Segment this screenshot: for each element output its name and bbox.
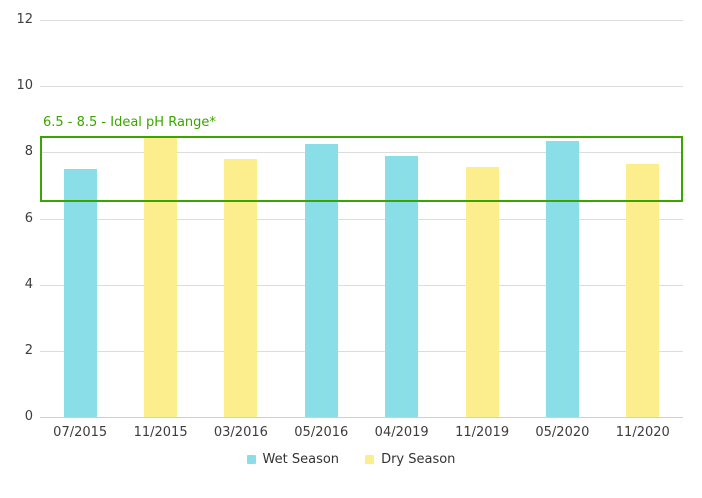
gridline: [40, 284, 683, 286]
x-axis-category-label: 11/2015: [133, 425, 188, 440]
ideal-ph-range-label: 6.5 - 8.5 - Ideal pH Range*: [43, 114, 216, 130]
y-axis-tick-label: 10: [16, 78, 33, 94]
x-axis-category-label: 04/2019: [374, 425, 429, 440]
x-axis-category-label: 11/2019: [455, 425, 510, 440]
bar-07-2015: [63, 168, 97, 417]
legend-label-wet-season: Wet Season: [262, 452, 340, 467]
gridline: [40, 152, 683, 154]
legend-item-dry-season[interactable]: Dry Season: [365, 452, 455, 467]
ideal-ph-range-band: [40, 135, 683, 202]
gridline: [40, 350, 683, 352]
legend-item-wet-season[interactable]: Wet Season: [246, 452, 340, 467]
bar-05-2020: [545, 140, 579, 417]
gridline: [40, 86, 683, 88]
dry-season-swatch-icon: [365, 455, 375, 464]
plot-area: 6.5 - 8.5 - Ideal pH Range*: [40, 20, 683, 418]
y-axis-tick-label: 2: [24, 342, 33, 358]
y-axis-tick-label: 6: [24, 210, 33, 226]
gridline: [40, 20, 683, 21]
bar-11-2019: [465, 167, 499, 417]
x-axis-category-label: 05/2016: [294, 425, 349, 440]
y-axis-tick-label: 8: [24, 144, 33, 160]
gridline: [40, 218, 683, 220]
wet-season-swatch-icon: [246, 455, 256, 464]
bar-11-2020: [626, 163, 660, 417]
x-axis-category-label: 07/2015: [53, 425, 108, 440]
legend: Wet Season Dry Season: [0, 452, 702, 467]
y-axis-tick-label: 0: [24, 409, 33, 424]
bar-04-2019: [385, 155, 419, 417]
gridline: [40, 417, 683, 418]
legend-label-dry-season: Dry Season: [381, 452, 456, 467]
x-axis-category-label: 05/2020: [535, 425, 590, 440]
bar-11-2015: [144, 137, 178, 417]
x-axis-category-label: 03/2016: [213, 425, 268, 440]
y-axis-tick-label: 4: [24, 276, 33, 292]
y-axis-tick-label: 12: [16, 12, 33, 27]
bar-05-2016: [304, 144, 338, 417]
x-axis-category-label: 11/2020: [615, 425, 670, 440]
